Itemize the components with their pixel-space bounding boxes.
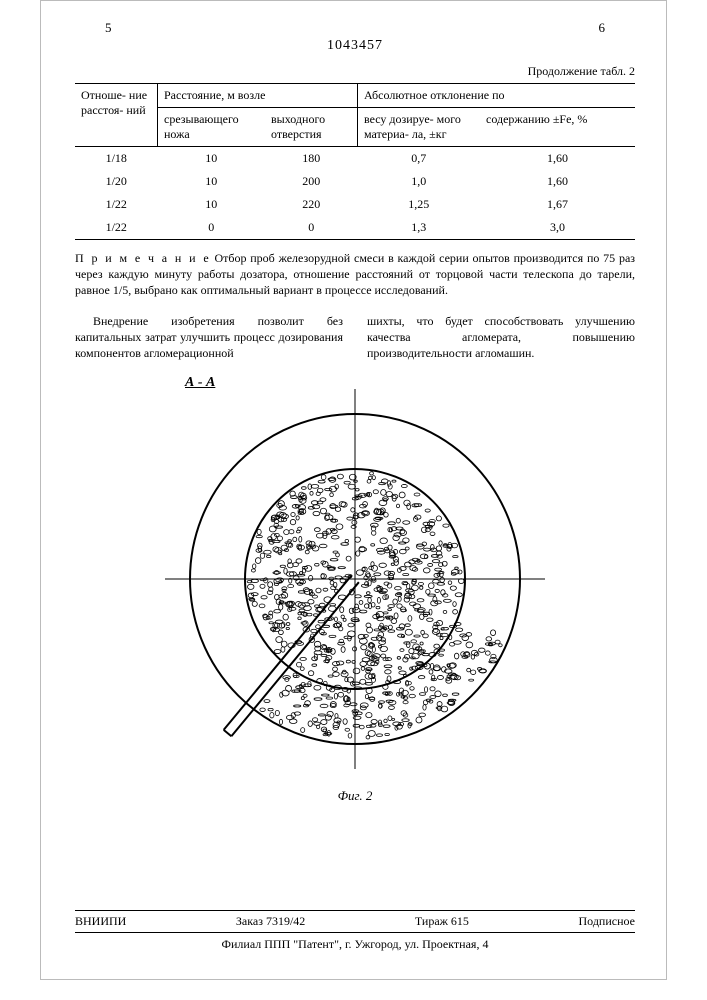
right-page-number: 6 <box>599 20 606 36</box>
col-header-ratio: Отноше- ние расстоя- ний <box>75 84 158 147</box>
table-row: 1/22102201,251,67 <box>75 193 635 216</box>
footer-order: Заказ 7319/42 <box>236 914 305 929</box>
table-cell: 10 <box>158 170 266 193</box>
figure-wrapper: А - А Фиг. 2 <box>75 379 635 804</box>
table-cell: 180 <box>265 147 358 171</box>
figure-caption: Фиг. 2 <box>75 788 635 804</box>
table-cell: 1,3 <box>358 216 481 240</box>
table-note: П р и м е ч а н и е Отбор проб железоруд… <box>75 250 635 299</box>
footer-tirazh: Тираж 615 <box>415 914 469 929</box>
table-cell: 220 <box>265 193 358 216</box>
table-continuation-label: Продолжение табл. 2 <box>75 64 635 79</box>
col-group-distance: Расстояние, м возле <box>158 84 358 108</box>
document-id: 1043457 <box>75 38 635 54</box>
body-columns: Внедрение изобретения позволит без капит… <box>75 313 635 362</box>
col-header-knife: срезывающего ножа <box>158 108 266 147</box>
table-cell: 1,25 <box>358 193 481 216</box>
figure-diagram <box>155 379 555 779</box>
footer-sub: Подписное <box>579 914 636 929</box>
table-cell: 3,0 <box>480 216 635 240</box>
table-cell: 200 <box>265 170 358 193</box>
table-cell: 1,60 <box>480 147 635 171</box>
table-cell: 10 <box>158 193 266 216</box>
table-row: 1/18101800,71,60 <box>75 147 635 171</box>
note-lead: П р и м е ч а н и е <box>75 251 211 265</box>
section-label: А - А <box>185 375 215 391</box>
table-cell: 1/22 <box>75 193 158 216</box>
col-header-fe: содержанию ±Fe, % <box>480 108 635 147</box>
table-cell: 1/18 <box>75 147 158 171</box>
table-cell: 1,67 <box>480 193 635 216</box>
body-left: Внедрение изобретения позволит без капит… <box>75 313 343 362</box>
table-row: 1/22001,33,0 <box>75 216 635 240</box>
col-header-weight: весу дозируе- мого материа- ла, ±кг <box>358 108 481 147</box>
footer: ВНИИПИ Заказ 7319/42 Тираж 615 Подписное… <box>75 910 635 952</box>
table-row: 1/20102001,01,60 <box>75 170 635 193</box>
table-cell: 1,0 <box>358 170 481 193</box>
data-table: Отноше- ние расстоя- ний Расстояние, м в… <box>75 83 635 240</box>
footer-address: Филиал ППП "Патент", г. Ужгород, ул. Про… <box>75 933 635 952</box>
table-cell: 1/20 <box>75 170 158 193</box>
col-group-deviation: Абсолютное отклонение по <box>358 84 636 108</box>
table-cell: 0 <box>265 216 358 240</box>
col-header-outlet: выходного отверстия <box>265 108 358 147</box>
table-cell: 0,7 <box>358 147 481 171</box>
table-cell: 0 <box>158 216 266 240</box>
footer-org: ВНИИПИ <box>75 914 126 929</box>
body-right: шихты, что будет способствовать улучшени… <box>367 313 635 362</box>
table-cell: 1/22 <box>75 216 158 240</box>
left-page-number: 5 <box>105 20 112 36</box>
table-cell: 1,60 <box>480 170 635 193</box>
page-number-row: 5 6 <box>75 20 635 36</box>
table-cell: 10 <box>158 147 266 171</box>
